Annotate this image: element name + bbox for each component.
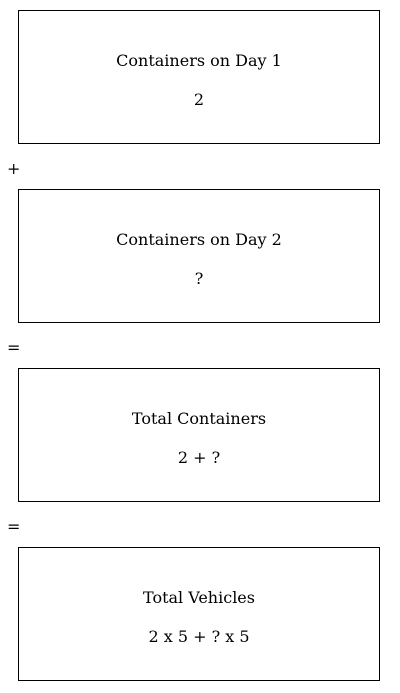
box-label: Total Vehicles xyxy=(143,588,255,607)
plus-operator: + xyxy=(7,159,21,178)
box-label: Containers on Day 1 xyxy=(116,51,282,70)
box-containers-day-2: Containers on Day 2 ? xyxy=(18,189,380,323)
box-label: Total Containers xyxy=(131,409,267,428)
equals-operator: = xyxy=(7,338,21,357)
box-containers-day-1: Containers on Day 1 2 xyxy=(18,10,380,144)
box-value: 2 xyxy=(193,90,205,109)
box-value: ? xyxy=(194,269,204,288)
box-value: 2 + ? xyxy=(177,448,221,467)
box-total-containers: Total Containers 2 + ? xyxy=(18,368,380,502)
box-value: 2 x 5 + ? x 5 xyxy=(148,627,250,646)
equals-operator: = xyxy=(7,517,21,536)
box-total-vehicles: Total Vehicles 2 x 5 + ? x 5 xyxy=(18,547,380,681)
box-label: Containers on Day 2 xyxy=(116,230,282,249)
